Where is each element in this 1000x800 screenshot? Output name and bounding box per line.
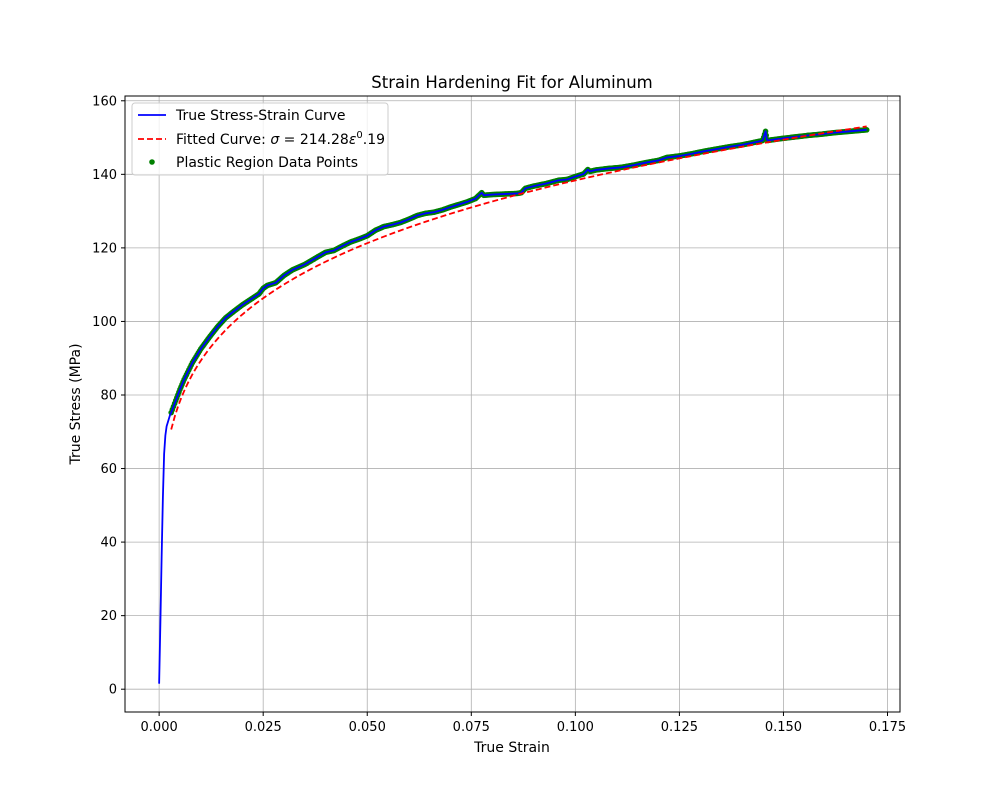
y-tick-label: 140 xyxy=(92,168,117,183)
x-tick-label: 0.175 xyxy=(869,720,906,735)
x-tick-label: 0.025 xyxy=(245,720,282,735)
x-tick-label: 0.100 xyxy=(557,720,594,735)
x-tick-label: 0.075 xyxy=(453,720,490,735)
legend-true-curve-label: True Stress-Strain Curve xyxy=(175,108,346,124)
legend-fitted-eps: ε xyxy=(349,132,357,148)
axes-frame xyxy=(124,95,901,713)
x-axis: 0.000 0.025 0.050 0.075 0.100 0.125 0.150 0.175 xyxy=(141,712,906,735)
grid-lines xyxy=(125,96,900,712)
y-tick-label: 40 xyxy=(100,536,117,551)
true-stress-strain-line xyxy=(158,128,867,684)
legend-fitted-tail: .19 xyxy=(363,132,385,148)
plastic-data-point xyxy=(863,127,870,133)
legend-fitted-sigma: σ xyxy=(270,132,280,148)
legend-box xyxy=(131,102,389,176)
legend: True Stress-Strain Curve Fitted Curve: σ… xyxy=(131,102,389,176)
legend-plastic-points-label: Plastic Region Data Points xyxy=(176,155,358,171)
plot-area xyxy=(158,125,870,684)
legend-fitted-prefix: Fitted Curve: xyxy=(176,132,270,148)
legend-plastic-points-swatch xyxy=(149,159,155,165)
legend-fitted-curve-label: Fitted Curve: σ = 214.28ε0.19 xyxy=(176,130,385,148)
chart-title: Strain Hardening Fit for Aluminum xyxy=(371,73,652,92)
legend-fitted-exp: 0 xyxy=(356,130,362,141)
y-tick-label: 0 xyxy=(109,683,117,698)
fitted-curve-line xyxy=(170,125,867,430)
y-tick-label: 80 xyxy=(100,388,117,403)
x-tick-label: 0.000 xyxy=(141,720,178,735)
y-axis: 0 20 40 60 80 100 120 140 160 xyxy=(92,94,125,698)
y-tick-label: 20 xyxy=(100,609,117,624)
x-axis-label: True Strain xyxy=(473,740,550,756)
y-tick-label: 60 xyxy=(100,462,117,477)
x-tick-label: 0.125 xyxy=(661,720,698,735)
y-tick-label: 160 xyxy=(92,94,117,109)
legend-fitted-eq: = 214.28 xyxy=(279,132,349,148)
y-tick-label: 100 xyxy=(92,315,117,330)
x-tick-label: 0.050 xyxy=(349,720,386,735)
y-tick-label: 120 xyxy=(92,241,117,256)
x-tick-label: 0.150 xyxy=(765,720,802,735)
y-axis-label: True Stress (MPa) xyxy=(68,343,84,465)
